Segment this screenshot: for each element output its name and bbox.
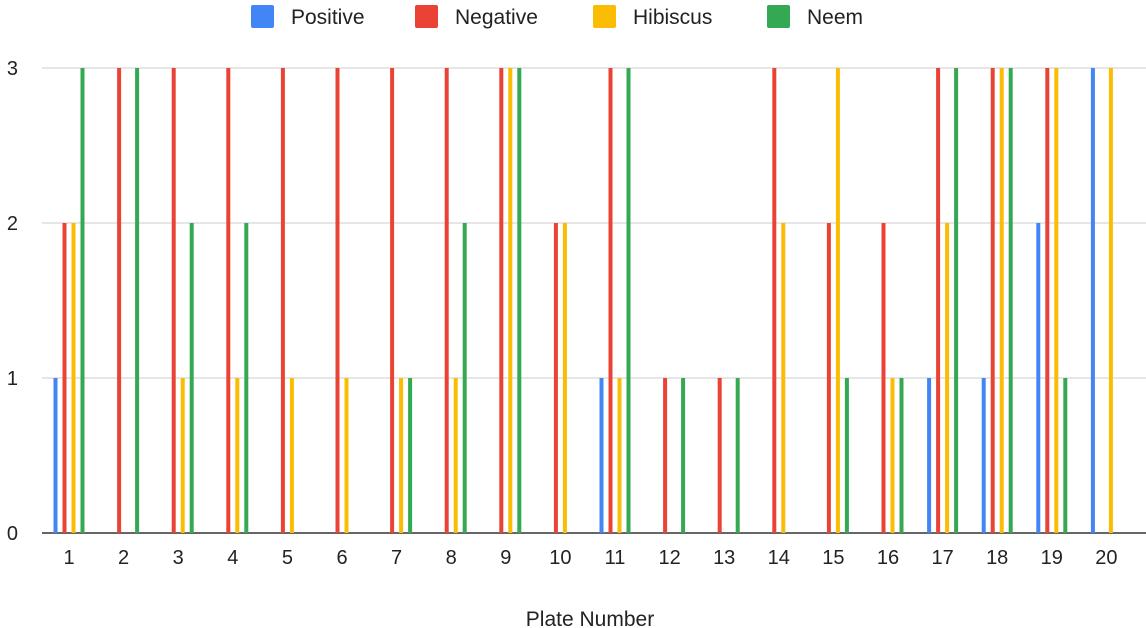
bar-neem-plate-2 [135,68,140,533]
x-axis-ticks: 1 2 3 4 5 6 7 8 9 10 11 12 13 14 15 16 17 18 19 20 [63,547,1117,569]
x-tick-label: 18 [986,547,1008,569]
legend-swatch-positive [251,5,274,28]
bar-negative-plate-15 [826,223,831,533]
bar-hibiscus-plate-18 [999,68,1004,533]
y-tick-label: 1 [7,368,18,390]
gridlines [42,67,1146,534]
bar-negative-plate-9 [499,68,504,533]
x-tick-label: 13 [713,547,735,569]
bar-negative-plate-10 [553,223,558,533]
bar-negative-plate-2 [117,68,122,533]
bar-neem-plate-15 [844,378,849,533]
x-tick-label: 1 [63,547,74,569]
x-tick-label: 19 [1041,547,1063,569]
bar-negative-plate-13 [717,378,722,533]
y-axis-ticks: 0 1 2 3 [7,58,18,545]
bar-neem-plate-4 [244,223,249,533]
bar-hibiscus-plate-6 [344,378,349,533]
x-tick-label: 7 [391,547,402,569]
x-tick-label: 4 [227,547,238,569]
bar-negative-plate-1 [62,223,67,533]
bar-hibiscus-plate-10 [562,223,567,533]
bar-positive-plate-17 [927,378,932,533]
bar-hibiscus-plate-20 [1108,68,1113,533]
bar-neem-plate-7 [408,378,413,533]
x-tick-label: 11 [605,547,626,569]
x-tick-label: 15 [822,547,844,569]
x-tick-label: 14 [768,547,790,569]
bar-neem-plate-8 [462,223,467,533]
bar-hibiscus-plate-4 [235,378,240,533]
legend: Positive Negative Hibiscus Neem [251,5,863,29]
bar-neem-plate-11 [626,68,631,533]
bar-neem-plate-17 [954,68,959,533]
bar-negative-plate-14 [772,68,777,533]
y-tick-label: 2 [7,213,18,235]
bar-neem-plate-3 [189,223,194,533]
bar-hibiscus-plate-19 [1054,68,1059,533]
bar-hibiscus-plate-7 [399,378,404,533]
bar-positive-plate-18 [981,378,986,533]
bar-neem-plate-19 [1063,378,1068,533]
bar-hibiscus-plate-11 [617,378,622,533]
legend-swatch-negative [415,5,438,28]
x-tick-label: 9 [500,547,511,569]
bar-negative-plate-5 [280,68,285,533]
x-tick-label: 6 [336,547,347,569]
bar-hibiscus-plate-14 [781,223,786,533]
bar-hibiscus-plate-17 [945,223,950,533]
bar-neem-plate-9 [517,68,522,533]
bar-positive-plate-1 [53,378,58,533]
bar-positive-plate-20 [1090,68,1095,533]
x-tick-label: 17 [931,547,953,569]
legend-swatch-neem [767,5,790,28]
bar-positive-plate-19 [1036,223,1041,533]
x-tick-label: 12 [658,547,680,569]
bar-positive-plate-11 [599,378,604,533]
bar-hibiscus-plate-15 [835,68,840,533]
legend-label-negative: Negative [455,6,538,29]
bar-neem-plate-13 [735,378,740,533]
legend-label-neem: Neem [807,6,863,29]
bar-hibiscus-plate-16 [890,378,895,533]
bar-negative-plate-12 [663,378,668,533]
legend-label-hibiscus: Hibiscus [633,6,712,29]
bar-neem-plate-18 [1008,68,1013,533]
bar-neem-plate-1 [80,68,85,533]
bar-negative-plate-4 [226,68,231,533]
bar-hibiscus-plate-8 [453,378,458,533]
x-tick-label: 10 [549,547,571,569]
bar-negative-plate-8 [444,68,449,533]
x-tick-label: 2 [118,547,129,569]
bar-neem-plate-16 [899,378,904,533]
bar-hibiscus-plate-5 [289,378,294,533]
x-tick-label: 20 [1095,547,1117,569]
legend-label-positive: Positive [291,6,365,29]
bar-negative-plate-11 [608,68,613,533]
y-tick-label: 0 [7,523,18,545]
bar-negative-plate-18 [990,68,995,533]
x-tick-label: 5 [282,547,293,569]
bar-hibiscus-plate-9 [508,68,513,533]
x-tick-label: 3 [173,547,184,569]
bar-neem-plate-12 [681,378,686,533]
bar-negative-plate-17 [936,68,941,533]
bar-negative-plate-3 [171,68,176,533]
bar-hibiscus-plate-3 [180,378,185,533]
x-axis-title: Plate Number [526,608,654,628]
bar-negative-plate-6 [335,68,340,533]
bar-negative-plate-16 [881,223,886,533]
legend-swatch-hibiscus [593,5,616,28]
bar-negative-plate-19 [1045,68,1050,533]
bar-hibiscus-plate-1 [71,223,76,533]
bar-negative-plate-7 [390,68,395,533]
x-tick-label: 8 [446,547,457,569]
bars [53,68,1113,533]
y-tick-label: 3 [7,58,18,80]
x-tick-label: 16 [877,547,899,569]
